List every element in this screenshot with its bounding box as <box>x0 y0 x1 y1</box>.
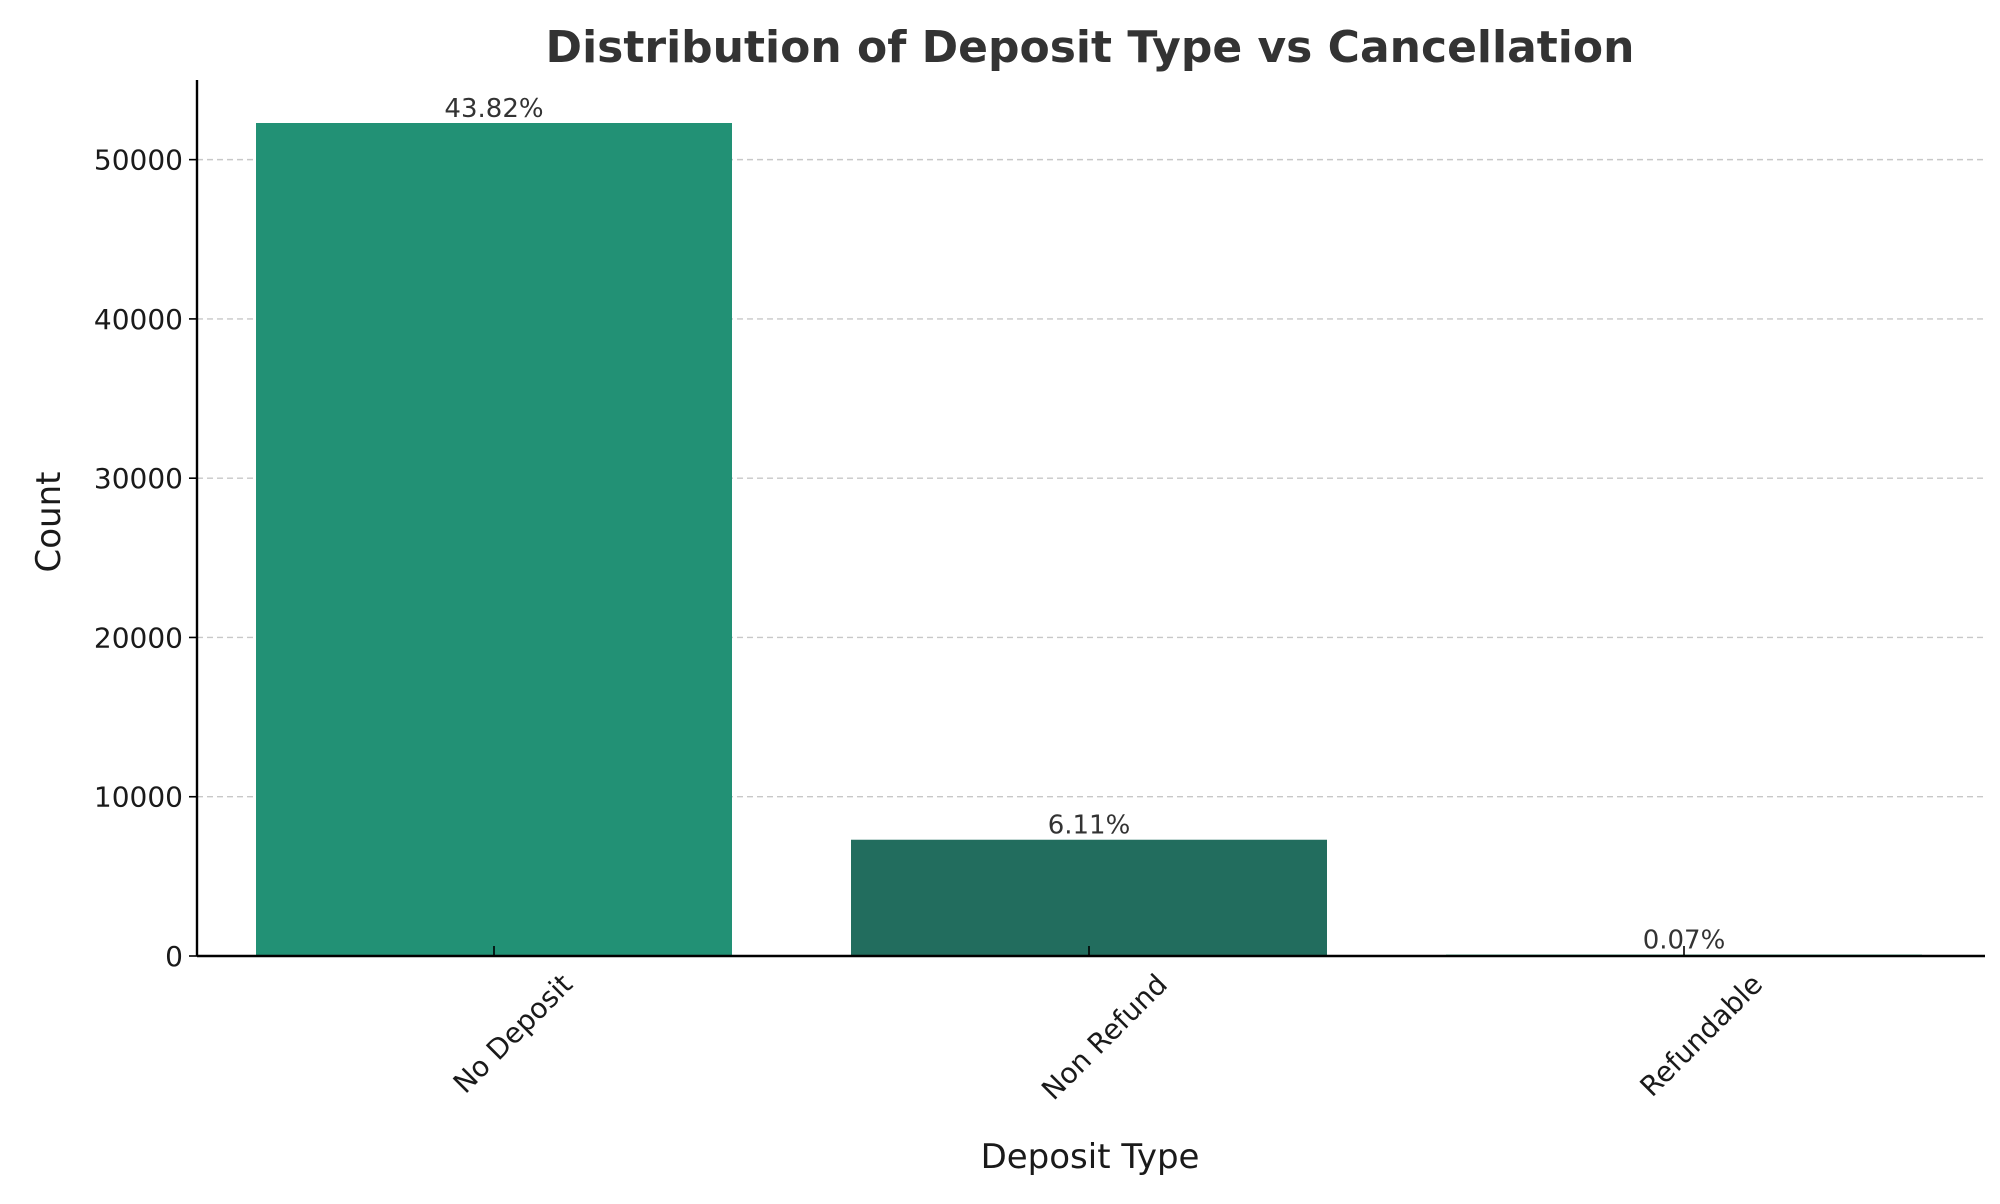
y-tick-label: 40000 <box>94 303 183 336</box>
bar <box>851 839 1327 956</box>
bar-data-label: 6.11% <box>1048 811 1131 841</box>
x-tick-label: No Deposit <box>447 968 579 1100</box>
y-tick-label: 0 <box>165 940 183 973</box>
bars <box>256 123 1922 956</box>
y-tick-label: 20000 <box>94 621 183 654</box>
y-tick-label: 50000 <box>94 144 183 177</box>
chart-title: Distribution of Deposit Type vs Cancella… <box>546 22 1635 73</box>
y-tick-label: 10000 <box>94 781 183 814</box>
bar-data-label: 0.07% <box>1643 926 1726 956</box>
gridlines <box>197 158 1985 798</box>
bar-data-label: 43.82% <box>444 94 543 124</box>
bar <box>256 123 732 956</box>
x-axis-label: Deposit Type <box>981 1137 1200 1177</box>
x-tick-label: Non Refund <box>1035 968 1174 1107</box>
y-axis-label: Count <box>29 472 69 573</box>
data-labels: 43.82% 6.11% 0.07% <box>444 94 1725 956</box>
x-tick-label: Refundable <box>1634 968 1769 1103</box>
y-tick-label: 30000 <box>94 462 183 495</box>
